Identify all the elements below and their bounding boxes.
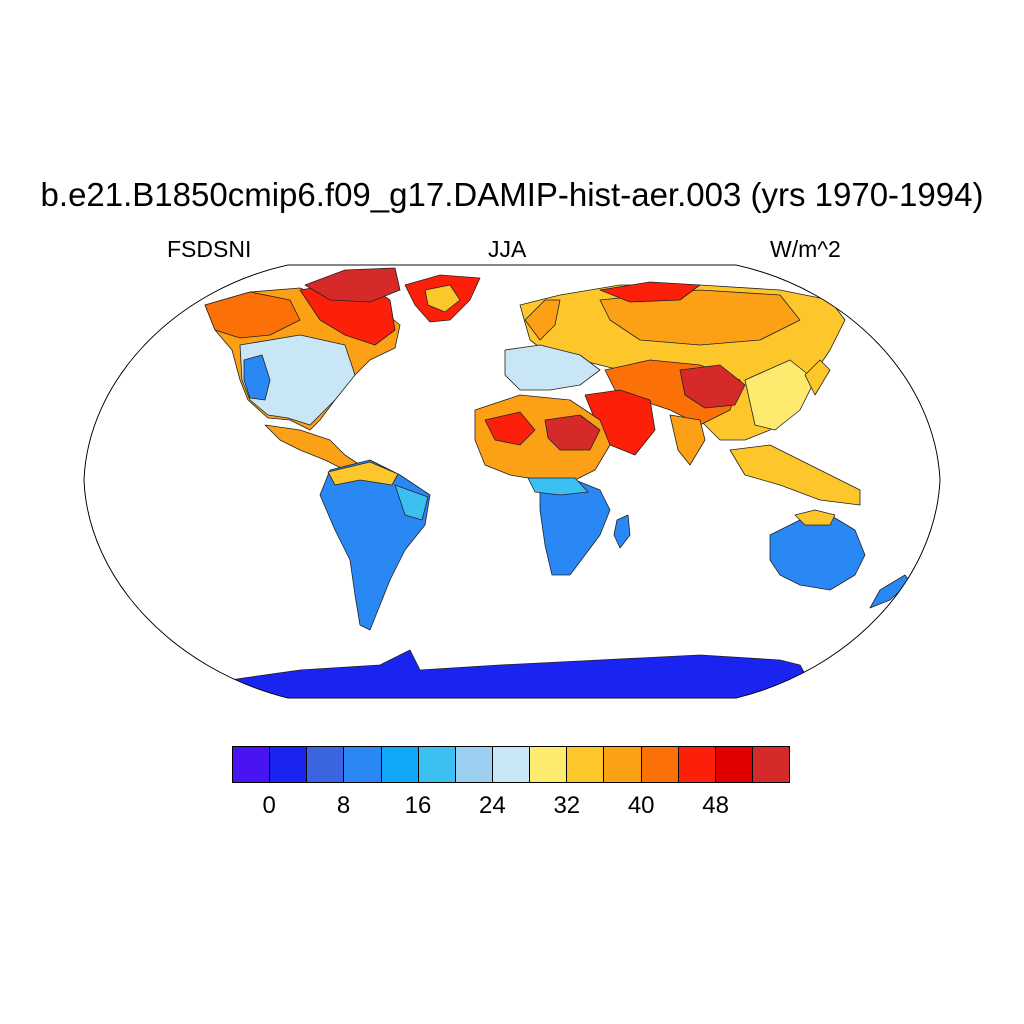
east-asia-region (744, 359, 816, 431)
season-label: JJA (488, 236, 527, 262)
europe-region (504, 344, 601, 391)
siberia-region (599, 289, 801, 346)
colorbar-swatch-9 (567, 747, 605, 782)
africa-equator-region (527, 477, 589, 496)
colorbar-swatch-10 (604, 747, 642, 782)
north-america-rockies-region (243, 354, 271, 401)
variable-label: FSDSNI (167, 236, 252, 262)
south-america-north-region (327, 461, 399, 486)
australia-north-region (794, 509, 836, 526)
colorbar-tick-label: 16 (404, 792, 432, 819)
scandinavia-region (524, 299, 561, 341)
colorbar-tick-label: 48 (702, 792, 729, 819)
greenland-interior-region (424, 284, 461, 313)
colorbar-tick-label: 32 (553, 792, 581, 819)
colorbar-tick-label: 24 (479, 792, 506, 819)
colorbar-swatch-0 (233, 747, 271, 782)
colorbar-swatch-5 (418, 747, 456, 782)
canada-region (204, 291, 301, 339)
sahara-hotspot-region (544, 414, 601, 451)
colorbar-labels: 0 8 16 24 32 40 48 (232, 792, 790, 822)
colorbar (232, 746, 790, 783)
arctic-siberia-region (599, 281, 701, 303)
colorbar-swatch-14 (752, 747, 790, 782)
antarctica-region (199, 649, 821, 698)
sahara-west-region (484, 411, 536, 446)
india-region (669, 414, 706, 466)
colorbar-swatch-6 (455, 747, 493, 782)
colorbar-tick-label: 8 (336, 792, 351, 819)
colorbar-swatch-2 (307, 747, 345, 782)
japan-region (804, 359, 831, 396)
tibet-region (679, 364, 746, 409)
colorbar-swatch-7 (492, 747, 531, 782)
colorbar-swatch-3 (344, 747, 382, 782)
madagascar-region (613, 514, 631, 549)
colorbar-swatch-13 (715, 747, 753, 782)
colorbar-swatch-1 (270, 747, 308, 782)
southeast-asia-region (729, 444, 861, 506)
units-label: W/m^2 (770, 236, 841, 262)
colorbar-swatch-12 (678, 747, 716, 782)
colorbar-tick-label: 0 (262, 792, 276, 819)
colorbar-swatch-11 (641, 747, 679, 782)
arctic-islands-region (304, 267, 401, 303)
colorbar-swatch-8 (530, 747, 568, 782)
south-america-east-region (394, 484, 429, 521)
africa-south-region (539, 479, 611, 576)
colorbar-swatch-4 (381, 747, 419, 782)
map-title: b.e21.B1850cmip6.f09_g17.DAMIP-hist-aer.… (40, 176, 984, 213)
map-outline (83, 264, 941, 699)
colorbar-tick-label: 40 (627, 792, 655, 819)
north-america-west-region (239, 334, 356, 426)
